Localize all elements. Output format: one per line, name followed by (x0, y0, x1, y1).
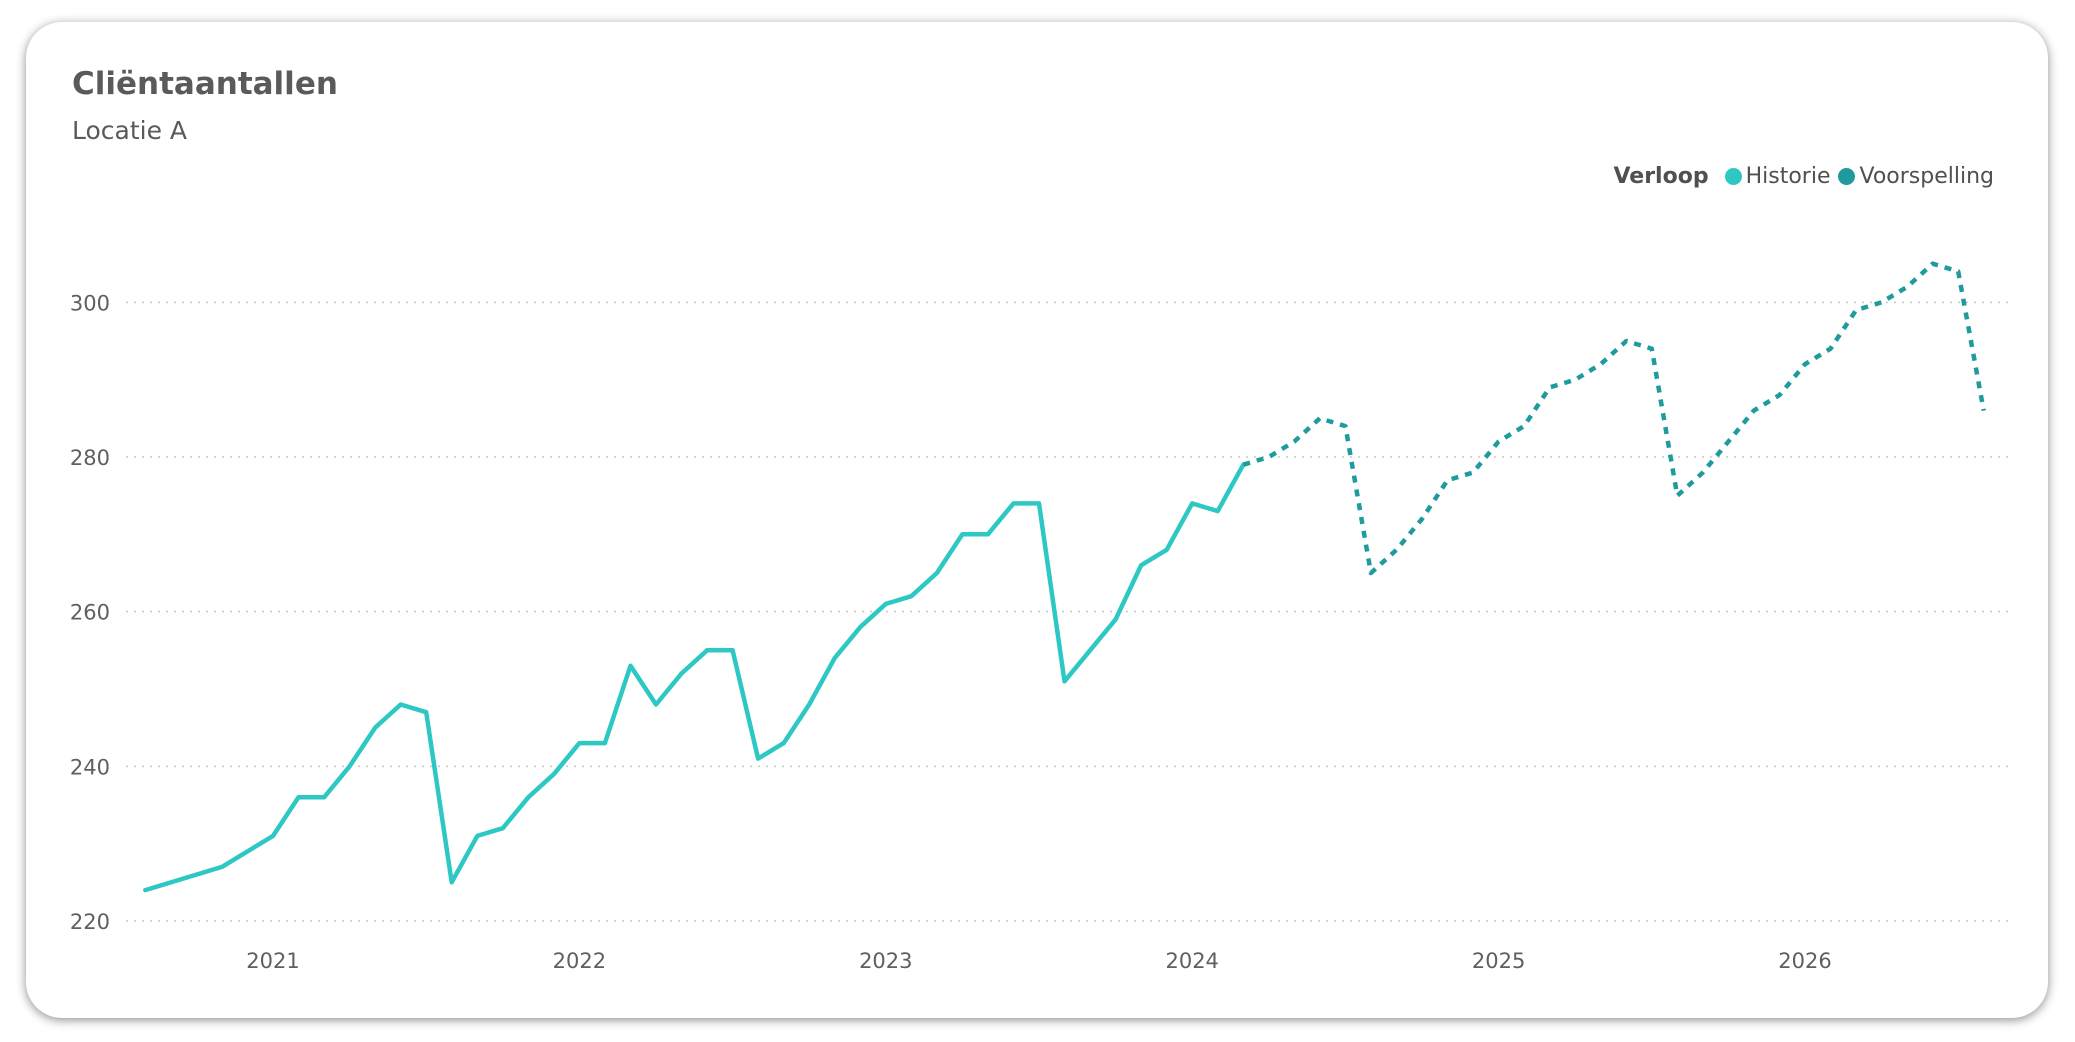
legend: Verloop Historie Voorspelling (1613, 164, 1994, 189)
x-tick-label: 2025 (1472, 949, 1525, 973)
chart-card: Cliëntaantallen Locatie A Verloop Histor… (26, 22, 2048, 1018)
series-line-voorspelling[interactable] (1242, 261, 1986, 576)
y-tick-label: 260 (70, 601, 110, 625)
legend-marker-voorspelling (1838, 168, 1856, 185)
y-tick-label: 240 (70, 755, 110, 779)
y-tick-label: 220 (70, 910, 110, 934)
x-tick-label: 2026 (1778, 949, 1831, 973)
x-tick-label: 2022 (553, 949, 606, 973)
legend-label-historie: Historie (1745, 164, 1831, 189)
x-tick-label: 2024 (1165, 949, 1218, 973)
x-tick-label: 2021 (246, 949, 299, 973)
legend-marker-historie (1724, 168, 1742, 185)
legend-label-voorspelling: Voorspelling (1859, 164, 1994, 189)
legend-item-historie[interactable]: Historie (1724, 164, 1831, 189)
y-tick-label: 280 (70, 446, 110, 470)
x-tick-label: 2023 (859, 949, 912, 973)
chart-title: Cliëntaantallen (72, 66, 338, 102)
line-chart: 220 240 260 280 300 2021 2022 2023 2024 2025 2026 (70, 261, 2008, 973)
chart-subtitle: Locatie A (72, 116, 188, 145)
legend-title: Verloop (1613, 164, 1709, 189)
series-line-historie[interactable] (143, 462, 1246, 893)
legend-item-voorspelling[interactable]: Voorspelling (1838, 164, 1994, 189)
y-tick-label: 300 (70, 291, 110, 315)
